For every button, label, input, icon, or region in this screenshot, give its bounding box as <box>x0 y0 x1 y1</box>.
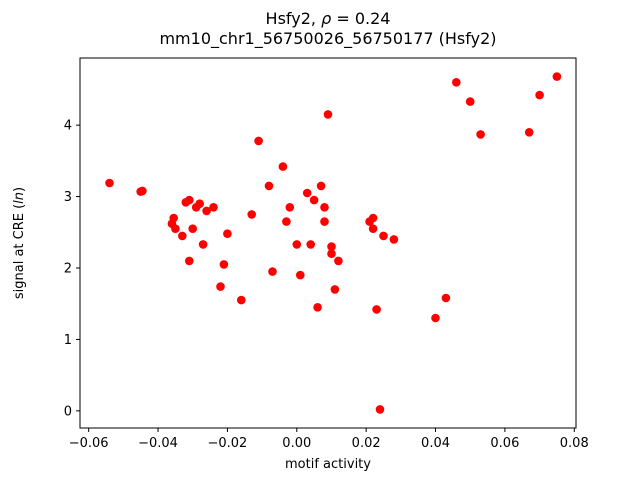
x-tick-label: −0.02 <box>207 436 247 451</box>
y-axis-label: signal at CRE (ln) <box>12 187 27 299</box>
data-point <box>292 240 302 249</box>
data-point <box>320 203 329 212</box>
y-tick-label: 1 <box>64 333 72 348</box>
data-point <box>327 249 336 258</box>
data-point <box>316 181 326 191</box>
data-point <box>178 231 187 241</box>
data-point <box>323 110 333 119</box>
data-point <box>247 210 256 219</box>
chart-title-line2: mm10_chr1_56750026_56750177 (Hsfy2) <box>159 29 496 49</box>
y-tick-label: 4 <box>64 119 72 134</box>
data-point <box>296 270 305 280</box>
data-point <box>302 188 312 198</box>
data-point <box>195 199 204 208</box>
data-point <box>282 217 291 226</box>
data-point <box>535 90 544 100</box>
data-point <box>278 162 288 171</box>
data-point <box>372 305 381 314</box>
data-point <box>334 256 343 266</box>
data-point <box>306 240 316 249</box>
data-point <box>169 213 178 223</box>
rho-symbol: ρ <box>321 9 331 28</box>
y-tick-label: 2 <box>64 262 72 277</box>
data-point <box>138 186 147 196</box>
x-tick-label: 0.08 <box>560 436 589 451</box>
data-point <box>552 72 562 81</box>
data-point <box>223 229 232 238</box>
x-tick-label: −0.06 <box>69 436 109 451</box>
data-point <box>188 224 197 233</box>
data-point <box>309 195 319 205</box>
data-point <box>375 405 385 414</box>
data-point <box>216 282 225 291</box>
data-point <box>320 217 329 226</box>
data-point <box>171 224 180 233</box>
data-point <box>209 203 218 212</box>
data-point <box>327 242 336 251</box>
y-tick-label: 0 <box>64 404 72 419</box>
data-point <box>368 213 378 223</box>
y-tick-label: 3 <box>64 190 72 205</box>
chart-title-line1: Hsfy2, ρ = 0.24 <box>266 9 391 28</box>
x-tick-label: −0.04 <box>138 436 178 451</box>
data-point <box>368 224 378 233</box>
data-point <box>185 256 194 266</box>
data-point <box>268 267 277 276</box>
data-point <box>237 295 246 305</box>
data-point <box>379 231 388 241</box>
data-point <box>105 178 114 188</box>
data-point <box>431 313 440 323</box>
data-point <box>264 181 274 191</box>
data-point <box>441 293 451 303</box>
x-tick-label: 0.00 <box>282 436 311 451</box>
data-point <box>185 195 194 205</box>
x-tick-label: 0.02 <box>352 436 381 451</box>
data-point <box>285 203 295 212</box>
data-point <box>313 303 322 312</box>
data-point <box>465 97 475 106</box>
x-axis-label: motif activity <box>285 457 371 472</box>
data-point <box>219 260 229 269</box>
data-point <box>389 235 399 244</box>
axes-box <box>79 57 577 429</box>
data-point <box>452 78 461 87</box>
data-point <box>202 206 211 216</box>
plot-area: −0.06 −0.04 −0.02 0.00 0.02 0.04 0.06 0.08 0 1 2 3 4 <box>64 57 589 451</box>
x-tick-label: 0.04 <box>421 436 450 451</box>
data-point <box>524 128 534 137</box>
data-point <box>476 130 485 139</box>
x-tick-label: 0.06 <box>490 436 519 451</box>
data-point <box>254 136 263 146</box>
data-point <box>330 285 340 294</box>
data-point <box>198 240 208 249</box>
